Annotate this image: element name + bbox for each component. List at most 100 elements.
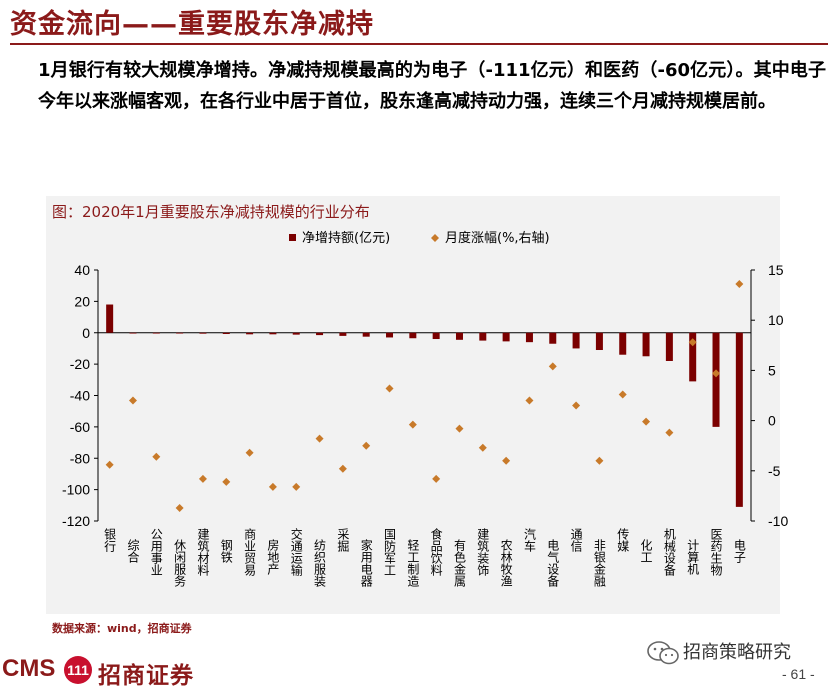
point-通信 xyxy=(572,401,581,410)
bar-化工 xyxy=(642,332,650,357)
x-tick-label: 电子 xyxy=(732,539,746,563)
data-source: 数据来源：wind，招商证券 xyxy=(52,622,192,635)
bar-医药生物 xyxy=(712,332,720,427)
y-left-tick-label: -20 xyxy=(70,356,90,372)
point-电气设备 xyxy=(548,362,557,371)
point-化工 xyxy=(642,417,651,426)
bar-非银金融 xyxy=(595,332,603,351)
y-right-tick-label: -10 xyxy=(768,513,788,529)
bar-建筑装饰 xyxy=(479,332,487,341)
cms-logo-badge-icon: 111 xyxy=(64,656,92,684)
legend-bar-swatch xyxy=(289,234,296,241)
x-tick-label: 机械设备 xyxy=(662,528,676,577)
x-tick-label: 银行 xyxy=(103,528,117,552)
wechat-account-name: 招商策略研究 xyxy=(683,642,791,663)
point-交通运输 xyxy=(292,482,301,491)
bar-农林牧渔 xyxy=(502,332,510,342)
point-汽车 xyxy=(525,396,534,405)
point-银行 xyxy=(105,460,114,469)
point-建筑装饰 xyxy=(478,443,487,452)
cms-logo-chinese: 招商证券 xyxy=(98,663,194,689)
legend-bar-label: 净增持额(亿元) xyxy=(302,231,390,246)
x-tick-label: 房地产 xyxy=(266,538,280,576)
y-right-tick-label: -5 xyxy=(768,463,781,479)
page-title: 资金流向——重要股东净减持 xyxy=(10,9,374,40)
point-国防军工 xyxy=(385,384,394,393)
bar-采掘 xyxy=(339,332,347,336)
point-采掘 xyxy=(338,464,347,473)
y-left-tick-label: -60 xyxy=(70,419,90,435)
point-机械设备 xyxy=(665,428,674,437)
bar-轻工制造 xyxy=(409,332,417,339)
x-tick-label: 商业贸易 xyxy=(243,527,257,577)
point-农林牧渔 xyxy=(502,456,511,465)
x-tick-label: 电气设备 xyxy=(546,539,560,588)
point-钢铁 xyxy=(222,477,231,486)
y-left-tick-label: 20 xyxy=(74,293,90,309)
x-tick-label: 综合 xyxy=(126,539,140,563)
bar-房地产 xyxy=(269,332,277,335)
y-left-tick-label: -80 xyxy=(70,450,90,466)
x-tick-label: 化工 xyxy=(639,539,653,563)
legend-point-label: 月度涨幅(%,右轴) xyxy=(445,230,550,246)
bar-家用电器 xyxy=(362,332,370,337)
chart-panel xyxy=(46,196,780,614)
point-食品饮料 xyxy=(432,474,441,483)
point-纺织服装 xyxy=(315,434,324,443)
summary-text: 1月银行有较大规模净增持。净减持规模最高的为电子（-111亿元）和医药（-60亿… xyxy=(38,60,826,112)
bar-电气设备 xyxy=(549,332,557,344)
x-tick-label: 汽车 xyxy=(522,527,536,553)
y-left-tick-label: 40 xyxy=(74,262,90,278)
point-计算机 xyxy=(688,338,697,347)
bar-休闲服务 xyxy=(176,332,184,334)
bar-交通运输 xyxy=(292,332,300,335)
point-传媒 xyxy=(618,390,627,399)
point-非银金融 xyxy=(595,456,604,465)
cms-logo-text: CMS xyxy=(2,655,56,682)
legend-point-swatch xyxy=(431,234,439,242)
chart-title: 图：2020年1月重要股东净减持规模的行业分布 xyxy=(52,203,370,221)
x-tick-label: 国防军工 xyxy=(383,528,397,576)
page-number: - 61 - xyxy=(782,666,815,682)
x-tick-label: 有色金属 xyxy=(452,539,466,588)
bar-电子 xyxy=(735,332,743,507)
bar-纺织服装 xyxy=(316,332,324,336)
point-休闲服务 xyxy=(175,503,184,512)
point-家用电器 xyxy=(362,441,371,450)
y-left-tick-label: -120 xyxy=(62,513,90,529)
y-left-tick-label: -40 xyxy=(70,388,90,404)
x-tick-label: 交通运输 xyxy=(289,527,303,577)
bar-有色金属 xyxy=(455,332,463,340)
bar-传媒 xyxy=(619,332,627,355)
x-tick-label: 公用事业 xyxy=(149,528,163,576)
x-tick-label: 钢铁 xyxy=(219,539,233,563)
title-divider xyxy=(10,43,828,45)
y-right-tick-label: 15 xyxy=(768,262,784,278)
x-tick-label: 纺织服装 xyxy=(313,539,327,588)
x-tick-label: 轻工制造 xyxy=(406,539,420,587)
y-left-tick-label: 0 xyxy=(82,325,90,341)
point-建筑材料 xyxy=(198,474,207,483)
bar-机械设备 xyxy=(665,332,673,361)
wechat-icon xyxy=(647,641,679,665)
x-tick-label: 食品饮料 xyxy=(429,527,443,576)
bar-综合 xyxy=(129,332,137,334)
x-tick-label: 家用电器 xyxy=(359,538,373,588)
bar-银行 xyxy=(106,304,114,333)
bar-商业贸易 xyxy=(246,332,254,335)
bar-计算机 xyxy=(689,332,697,382)
x-tick-label: 采掘 xyxy=(336,528,350,553)
bar-汽车 xyxy=(525,332,533,343)
point-轻工制造 xyxy=(408,420,417,429)
point-有色金属 xyxy=(455,424,464,433)
y-right-tick-label: 0 xyxy=(768,413,776,429)
bar-食品饮料 xyxy=(432,332,440,340)
bar-通信 xyxy=(572,332,580,349)
point-房地产 xyxy=(268,482,277,491)
x-tick-label: 农林牧渔 xyxy=(499,539,513,587)
x-tick-label: 建筑装饰 xyxy=(476,528,490,576)
bar-公用事业 xyxy=(152,332,160,334)
x-tick-label: 非银金融 xyxy=(592,539,606,588)
point-公用事业 xyxy=(152,452,161,461)
